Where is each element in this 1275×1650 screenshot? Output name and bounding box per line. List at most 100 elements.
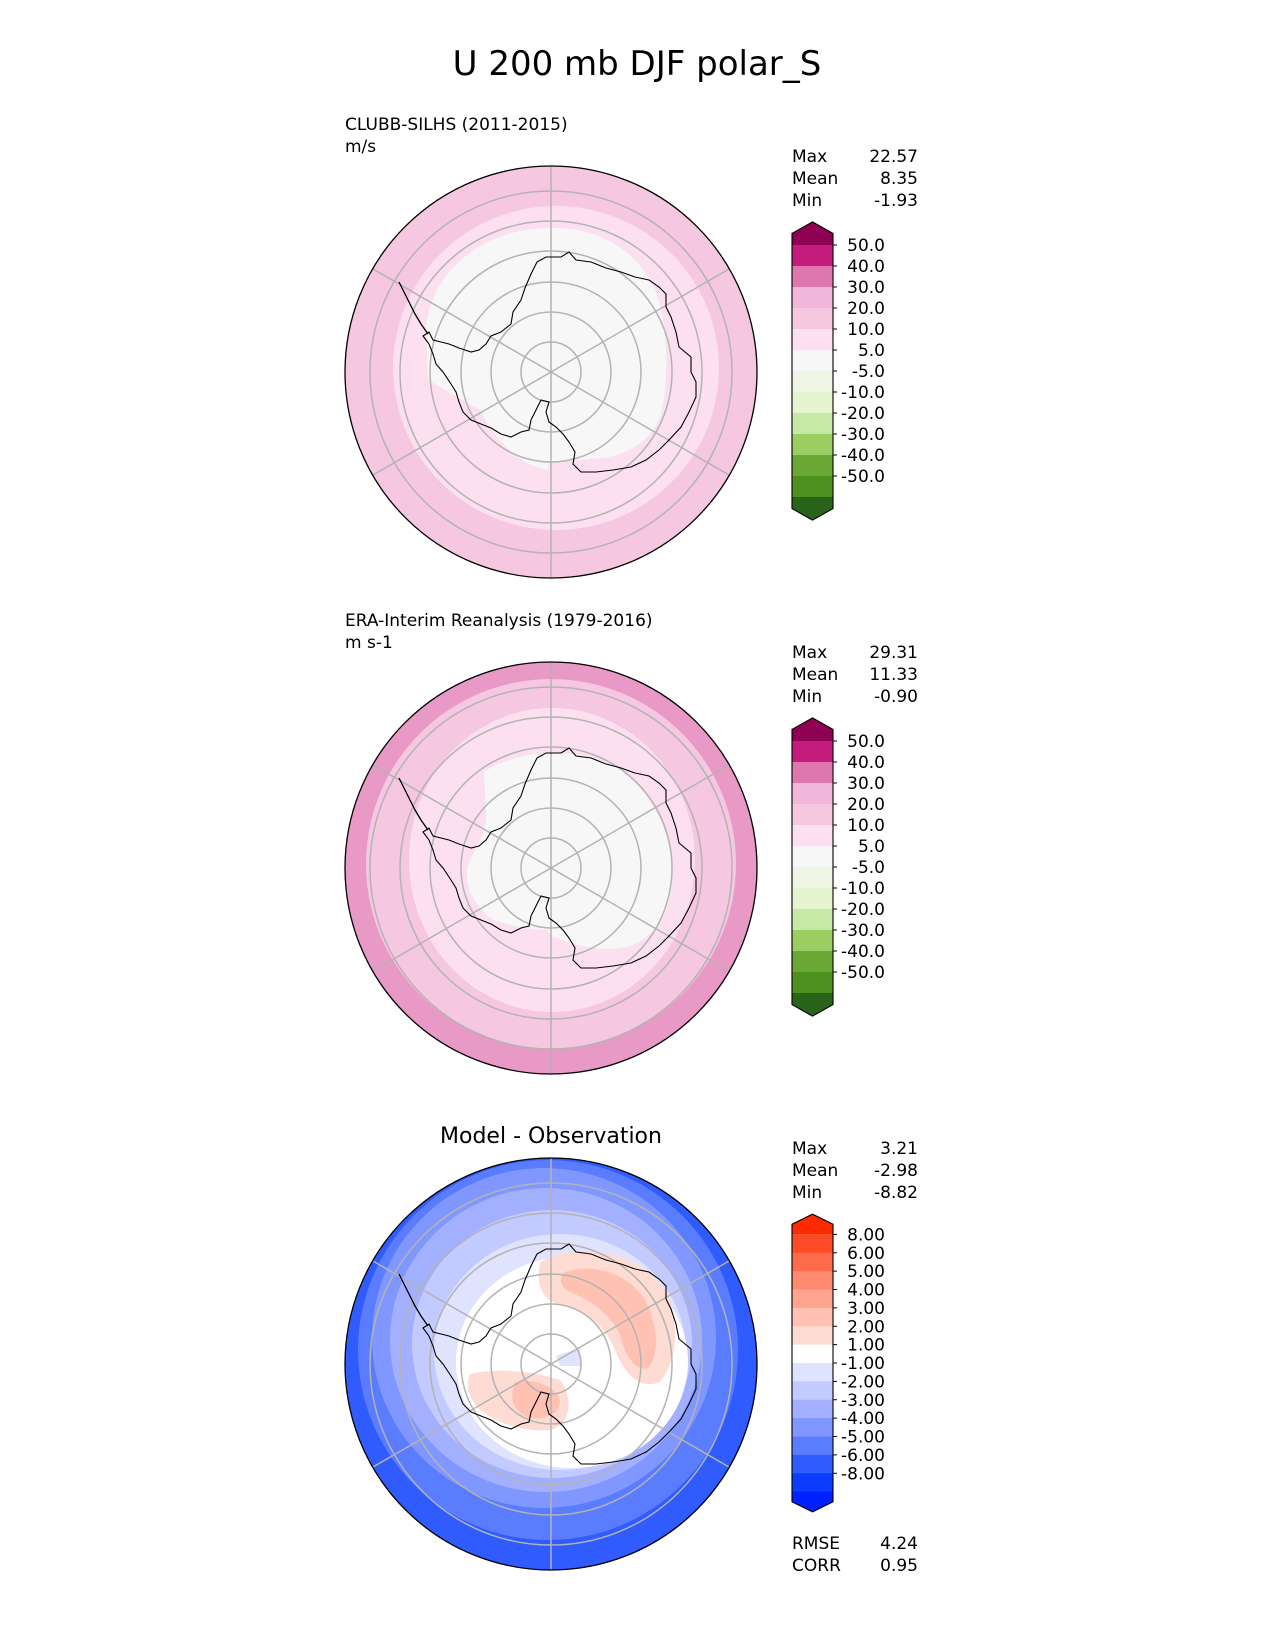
zone-0-5: [466, 752, 673, 949]
panel-obs: ERA-Interim Reanalysis (1979-2016) m s-1…: [344, 611, 918, 1075]
colorbar-tick-label: 3.00: [847, 1299, 885, 1319]
stat-value: -0.90: [874, 687, 918, 707]
colorbar-tick-label: 20.0: [847, 299, 885, 319]
metric-value: 0.95: [880, 1556, 918, 1576]
colorbar-tick-label: 50.0: [847, 236, 885, 256]
colorbar-tick-label: -20.0: [841, 900, 885, 920]
colorbar-segment: [792, 1252, 833, 1272]
colorbar-tick-label: -10.0: [841, 383, 885, 403]
colorbar-segment: [792, 1399, 833, 1419]
colorbar-segment: [792, 930, 833, 952]
stat-label: Mean: [792, 1161, 838, 1181]
colorbar-segment: [792, 329, 833, 351]
colorbar-outline: [791, 717, 834, 1017]
panel-heading: ERA-Interim Reanalysis (1979-2016): [345, 611, 653, 631]
colorbar-tick-label: -30.0: [841, 921, 885, 941]
colorbar-segment: [792, 909, 833, 931]
colorbar-segment: [792, 287, 833, 309]
colorbar-segment: [792, 392, 833, 414]
panel-heading: CLUBB-SILHS (2011-2015): [345, 115, 568, 135]
colorbar-segment: [792, 825, 833, 847]
panel-heading: Model - Observation: [440, 1124, 662, 1149]
metric-label: RMSE: [792, 1534, 840, 1554]
colorbar-segment: [792, 266, 833, 288]
colorbar-segment: [792, 717, 833, 741]
polar-map: [345, 662, 757, 1074]
stat-label: Min: [792, 687, 822, 707]
colorbar-tick-label: -6.00: [841, 1446, 885, 1466]
stat-label: Min: [792, 1183, 822, 1203]
colorbar-segment: [792, 741, 833, 763]
stat-value: 11.33: [869, 665, 918, 685]
stats-box: Max 22.57 Mean 8.35 Min -1.93: [792, 147, 918, 211]
colorbar-segment: [792, 1454, 833, 1474]
graticule: [369, 1158, 733, 1570]
colorbar-segment: [792, 1418, 833, 1437]
colorbar-segment: [792, 762, 833, 784]
stats-box: Max 29.31 Mean 11.33 Min -0.90: [792, 643, 918, 707]
colorbar-segment: [792, 371, 833, 393]
colorbar-tick-label: 40.0: [847, 257, 885, 277]
panel-units: m/s: [345, 137, 376, 157]
colorbar-tick-label: -50.0: [841, 963, 885, 983]
colorbar-segment: [792, 972, 833, 994]
map-border: [344, 165, 758, 579]
colorbar-tick-label: 30.0: [847, 278, 885, 298]
colorbar-segment: [792, 1363, 833, 1382]
graticule: [369, 166, 733, 578]
colorbar-segment: [792, 497, 833, 521]
colorbar-outline: [791, 221, 834, 521]
colorbar-tick-label: 10.0: [847, 320, 885, 340]
colorbar: 50.040.030.020.010.05.0-5.0-10.0-20.0-30…: [791, 221, 885, 521]
map-border: [344, 1157, 758, 1571]
colorbar-tick-label: -5.0: [852, 362, 885, 382]
colorbar-tick-label: -40.0: [841, 942, 885, 962]
colorbar-tick-label: -40.0: [841, 446, 885, 466]
colorbar-segment: [792, 1234, 833, 1254]
colorbar-tick-label: -30.0: [841, 425, 885, 445]
panel-model: CLUBB-SILHS (2011-2015) m/s Max 22.57 Me…: [344, 115, 918, 579]
colorbar-outline: [791, 1213, 834, 1513]
colorbar-segment: [792, 993, 833, 1017]
colorbar-segment: [792, 1326, 833, 1346]
colorbar-tick-label: 1.00: [847, 1336, 885, 1356]
stat-value: 29.31: [869, 643, 918, 663]
colorbar-segment: [792, 1436, 833, 1456]
colorbar-segment: [792, 413, 833, 435]
stat-label: Mean: [792, 665, 838, 685]
metric-value: 4.24: [880, 1534, 918, 1554]
zone-pos2: [560, 1268, 656, 1369]
colorbar-segment: [792, 783, 833, 805]
colorbar-segment: [792, 1214, 833, 1235]
colorbar-tick-label: -3.00: [841, 1391, 885, 1411]
stat-value: -2.98: [874, 1161, 918, 1181]
colorbar-segment: [792, 1381, 833, 1401]
colorbar-segment: [792, 1344, 833, 1364]
stat-value: -8.82: [874, 1183, 918, 1203]
colorbar-tick-label: 10.0: [847, 816, 885, 836]
colorbar-segment: [792, 350, 833, 372]
colorbar-segment: [792, 804, 833, 826]
stat-value: 8.35: [880, 169, 918, 189]
stat-value: 3.21: [880, 1139, 918, 1159]
colorbar: 50.040.030.020.010.05.0-5.0-10.0-20.0-30…: [791, 717, 885, 1017]
coastline: [398, 747, 697, 969]
colorbar-tick-label: 40.0: [847, 753, 885, 773]
colorbar-tick-label: 5.00: [847, 1262, 885, 1282]
metric-label: CORR: [792, 1556, 841, 1576]
colorbar-tick-label: 30.0: [847, 774, 885, 794]
colorbar-segment: [792, 245, 833, 267]
colorbar-tick-label: -1.00: [841, 1354, 885, 1374]
stat-label: Max: [792, 643, 827, 663]
stat-label: Mean: [792, 169, 838, 189]
figure-title: U 200 mb DJF polar_S: [453, 44, 822, 84]
colorbar-tick-label: 6.00: [847, 1244, 885, 1264]
colorbar-tick-label: -2.00: [841, 1372, 885, 1392]
graticule: [369, 662, 733, 1074]
stat-label: Max: [792, 1139, 827, 1159]
colorbar-segment: [792, 951, 833, 973]
colorbar-tick-label: 5.0: [858, 837, 885, 857]
colorbar-tick-label: 2.00: [847, 1317, 885, 1337]
colorbar-tick-label: 20.0: [847, 795, 885, 815]
